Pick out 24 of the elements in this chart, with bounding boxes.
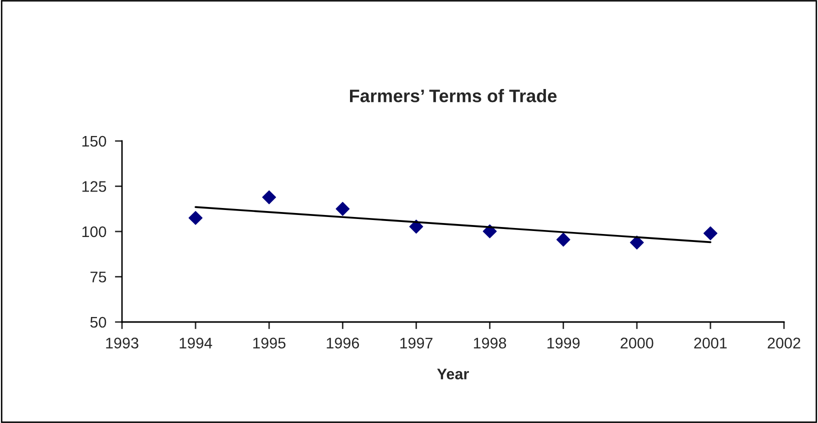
point xyxy=(409,220,424,234)
point xyxy=(336,202,350,216)
x-tick-label: 1996 xyxy=(326,338,359,348)
point xyxy=(703,226,718,240)
point xyxy=(630,236,644,250)
x-tick-label: 1994 xyxy=(180,338,212,348)
x-tick-label: 1995 xyxy=(253,338,286,348)
x-tick-label: 2001 xyxy=(694,338,727,348)
x-tick-label: 1997 xyxy=(400,338,432,348)
x-axis-title: Year xyxy=(437,368,469,380)
point xyxy=(188,210,203,225)
point xyxy=(262,190,276,204)
y-tick-label: 50 xyxy=(90,316,106,328)
x-tick-label: 1998 xyxy=(474,338,506,348)
x-tick-label: 1999 xyxy=(548,338,580,348)
x-tick-label: 1993 xyxy=(106,338,138,348)
y-tick-label: 100 xyxy=(82,226,106,238)
y-tick-label: 75 xyxy=(90,272,106,282)
point xyxy=(556,232,570,247)
y-tick-label: 125 xyxy=(82,181,106,192)
chart-title: Farmers’ Terms of Trade xyxy=(350,89,557,102)
y-tick-label: 150 xyxy=(82,136,106,147)
x-tick-label: 2000 xyxy=(620,338,654,348)
x-tick-label: 2002 xyxy=(768,338,800,348)
